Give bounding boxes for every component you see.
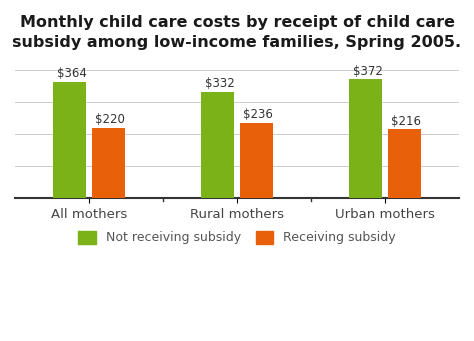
Text: $236: $236 [243,108,273,121]
Text: $220: $220 [95,113,125,126]
Text: $364: $364 [57,67,87,80]
Legend: Not receiving subsidy, Receiving subsidy: Not receiving subsidy, Receiving subsidy [78,231,396,244]
Bar [388,129,420,198]
Bar [92,128,125,198]
Text: $372: $372 [353,65,383,78]
Bar [54,82,86,198]
Title: Monthly child care costs by receipt of child care
subsidy among low-income famil: Monthly child care costs by receipt of c… [12,15,462,50]
Bar [349,79,382,198]
Text: $216: $216 [391,115,421,128]
Bar [201,92,234,198]
Text: $332: $332 [205,77,235,90]
Bar [240,123,273,198]
